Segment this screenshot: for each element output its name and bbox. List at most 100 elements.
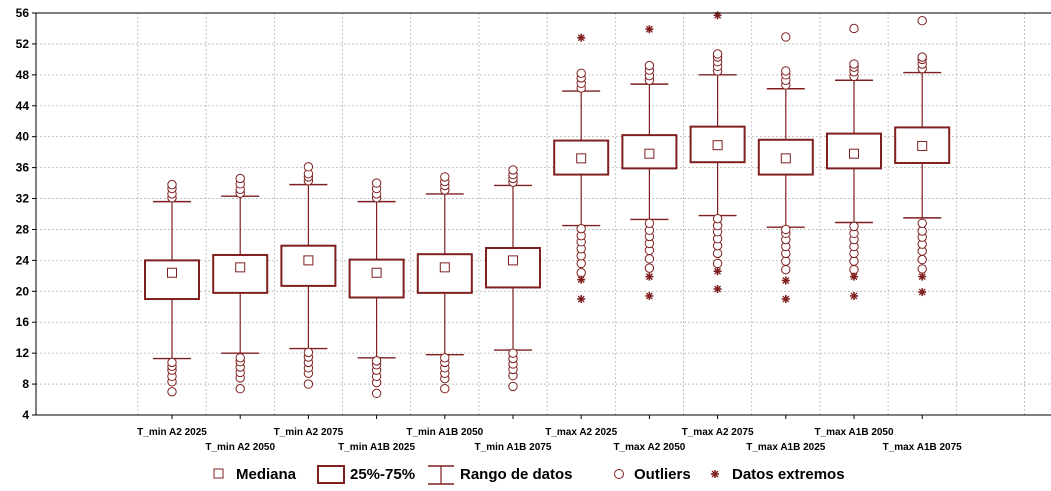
outlier-point: [781, 66, 791, 76]
y-tick-label: 32: [16, 192, 30, 206]
x-tick-label: T_min A1B 2050: [406, 427, 483, 438]
y-tick-label: 48: [16, 68, 30, 82]
outlier-point: [576, 68, 586, 79]
outlier-point: [917, 52, 927, 62]
outlier-point: [576, 268, 586, 278]
y-tick-label: 20: [16, 284, 30, 298]
outlier-point: [440, 353, 450, 363]
x-tick-label: T_min A2 2075: [274, 427, 344, 438]
y-tick-label: 28: [16, 222, 30, 236]
extreme-point: [577, 33, 586, 42]
iqr-box: [348, 258, 405, 299]
box-5: [416, 172, 473, 394]
iqr-box: [144, 259, 200, 301]
median-marker: [508, 255, 518, 266]
outlier-point: [371, 356, 382, 366]
outlier-point: [644, 218, 655, 228]
outlier-point: [440, 172, 450, 182]
extreme-point: [577, 275, 586, 284]
outlier-point: [440, 384, 450, 394]
outlier-point: [167, 387, 177, 397]
outlier-point: [712, 258, 723, 269]
iqr-box: [280, 244, 337, 287]
x-tick-label: T_max A1B 2050: [814, 427, 894, 438]
y-tick-label: 40: [16, 130, 30, 144]
box-11: [826, 23, 882, 300]
extreme-point: [645, 291, 654, 300]
extreme-stroke: [714, 285, 722, 293]
median-marker: [712, 140, 723, 151]
outlier-point: [781, 32, 791, 42]
extreme-point: [850, 272, 858, 281]
outlier-point: [917, 254, 927, 265]
median-marker: [235, 262, 246, 273]
y-tick-label: 24: [16, 253, 30, 267]
extreme-stroke: [850, 292, 858, 300]
median-marker: [371, 267, 382, 278]
x-tick-label: T_max A2 2050: [613, 442, 685, 453]
extreme-stroke: [918, 273, 926, 281]
median-marker: [644, 148, 655, 159]
y-tick-label: 12: [16, 346, 30, 360]
x-tick-label: T_max A2 2075: [682, 427, 754, 438]
outlier-point: [849, 256, 859, 266]
legend-iqr-icon: [317, 465, 345, 484]
extreme-stroke: [918, 288, 926, 296]
extreme-stroke: [577, 34, 585, 42]
outlier-point: [371, 178, 382, 188]
outlier-point: [303, 347, 314, 358]
legend: Mediana 25%-75% Rango de datos Outliers Dato…: [213, 465, 845, 485]
y-tick-label: 52: [16, 37, 30, 51]
outlier-point: [781, 224, 791, 235]
outlier-point: [917, 16, 927, 26]
x-tick-label: T_min A1B 2025: [338, 442, 415, 453]
legend-range-label: Rango de datos: [460, 466, 573, 483]
x-tick-label: T_max A1B 2075: [883, 442, 963, 453]
outlier-point: [644, 254, 655, 264]
median-marker: [167, 267, 177, 278]
y-tick-label: 8: [22, 377, 29, 391]
outlier-point: [644, 60, 655, 71]
y-tick-label: 44: [16, 99, 30, 113]
median-marker: [917, 140, 928, 151]
outlier-point: [644, 263, 655, 273]
y-tick-label: 56: [16, 6, 30, 20]
plot-frame: [35, 12, 1051, 416]
iqr-box: [212, 253, 269, 294]
x-tick-label: T_min A2 2050: [205, 442, 275, 453]
outlier-point: [781, 256, 791, 266]
extreme-point: [781, 276, 790, 285]
outlier-point: [849, 221, 859, 232]
box-series: [144, 11, 951, 399]
extreme-point: [850, 291, 858, 300]
box-6: [485, 165, 541, 392]
x-axis-labels: T_min A2 2025 T_min A2 2050 T_min A2 2075 T…: [137, 415, 962, 453]
outlier-point: [235, 353, 245, 363]
extreme-point: [918, 272, 927, 281]
x-tick-label: T_min A1B 2075: [475, 442, 552, 453]
extreme-stroke: [645, 273, 653, 281]
extreme-point: [713, 267, 722, 276]
outlier-point: [917, 226, 927, 236]
grid-lines: [36, 12, 1051, 416]
outlier-point: [849, 264, 859, 275]
y-tick-label: 16: [16, 315, 30, 329]
extreme-stroke: [782, 295, 790, 303]
median-marker: [439, 262, 450, 273]
box-2: [212, 173, 269, 394]
outlier-point: [235, 384, 245, 394]
outlier-point: [167, 179, 177, 190]
legend-extreme-icon: [711, 470, 719, 478]
box-9: [689, 11, 746, 293]
iqr-box: [416, 253, 473, 294]
box-12: [894, 16, 951, 297]
outlier-point: [235, 173, 245, 184]
box-10: [757, 32, 814, 304]
box-7: [553, 33, 610, 304]
box-4: [348, 178, 405, 399]
outlier-point: [917, 218, 927, 228]
y-tick-label: 36: [16, 161, 30, 175]
outlier-point: [303, 379, 314, 389]
x-tick-label: T_max A2 2025: [545, 427, 617, 438]
